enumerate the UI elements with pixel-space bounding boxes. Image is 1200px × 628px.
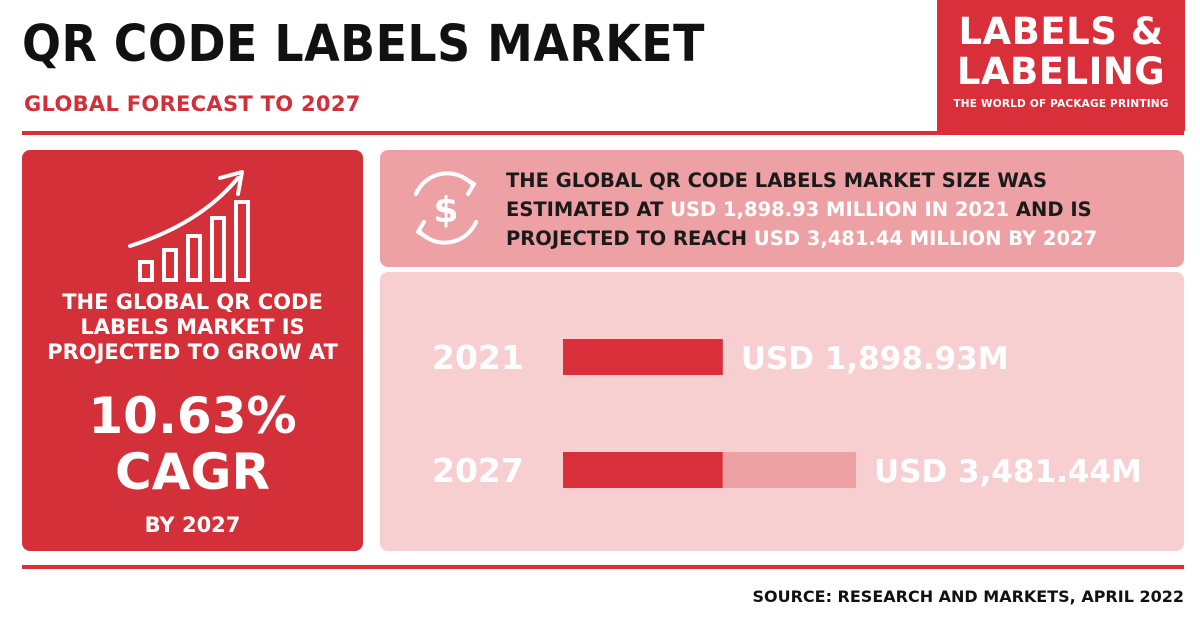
svg-text:$: $ bbox=[433, 190, 458, 231]
market-size-bar-chart: 2021 USD 1,898.93M 2027 USD 3,481.44M bbox=[432, 338, 1142, 490]
footer-divider bbox=[22, 565, 1184, 569]
headline-part-2: AND IS PROJECTED TO REACH bbox=[506, 198, 1092, 250]
bar-growth-arrow-icon bbox=[128, 170, 250, 282]
logo-tagline: THE WORLD OF PACKAGE PRINTING bbox=[953, 98, 1169, 110]
headline-highlight-2027: USD 3,481.44 MILLION BY 2027 bbox=[753, 227, 1098, 250]
category-label-2027: 2027 bbox=[432, 451, 524, 490]
bar-2021-base bbox=[563, 339, 723, 375]
header-divider bbox=[22, 131, 1184, 135]
dollar-cycle-icon: $ bbox=[414, 171, 478, 245]
page-subtitle: GLOBAL FORECAST TO 2027 bbox=[24, 92, 361, 116]
cagr-value-block: 10.63% CAGR bbox=[22, 388, 363, 500]
market-size-chart: 2021 USD 1,898.93M 2027 USD 3,481.44M bbox=[380, 272, 1184, 551]
bar-2027-base bbox=[563, 452, 723, 488]
market-size-headline: $ THE GLOBAL QR CODE LABELS MARKET SIZE … bbox=[380, 150, 1184, 267]
cagr-card: THE GLOBAL QR CODE LABELS MARKET IS PROJ… bbox=[22, 150, 363, 551]
page-title: QR CODE LABELS MARKET bbox=[22, 15, 705, 74]
cagr-by-year: BY 2027 bbox=[144, 513, 241, 537]
cagr-label: CAGR bbox=[115, 443, 270, 501]
value-label-2021: USD 1,898.93M bbox=[741, 341, 1009, 377]
logo-line-1: LABELS & bbox=[958, 10, 1164, 53]
headline-text: THE GLOBAL QR CODE LABELS MARKET SIZE WA… bbox=[506, 166, 1164, 253]
logo-line-2: LABELING bbox=[956, 50, 1166, 93]
cagr-value: 10.63% bbox=[88, 387, 297, 445]
cagr-lead-text: THE GLOBAL QR CODE LABELS MARKET IS PROJ… bbox=[47, 290, 338, 364]
source-note: SOURCE: RESEARCH AND MARKETS, APRIL 2022 bbox=[752, 587, 1184, 606]
publisher-logo: LABELS & LABELING THE WORLD OF PACKAGE P… bbox=[937, 0, 1185, 131]
category-label-2021: 2021 bbox=[432, 338, 524, 377]
value-label-2027: USD 3,481.44M bbox=[874, 454, 1142, 490]
bar-2027-growth bbox=[722, 452, 856, 488]
headline-part-1: THE GLOBAL QR CODE LABELS MARKET SIZE WA… bbox=[506, 169, 1048, 221]
headline-highlight-2021: USD 1,898.93 MILLION IN 2021 bbox=[670, 198, 1010, 221]
